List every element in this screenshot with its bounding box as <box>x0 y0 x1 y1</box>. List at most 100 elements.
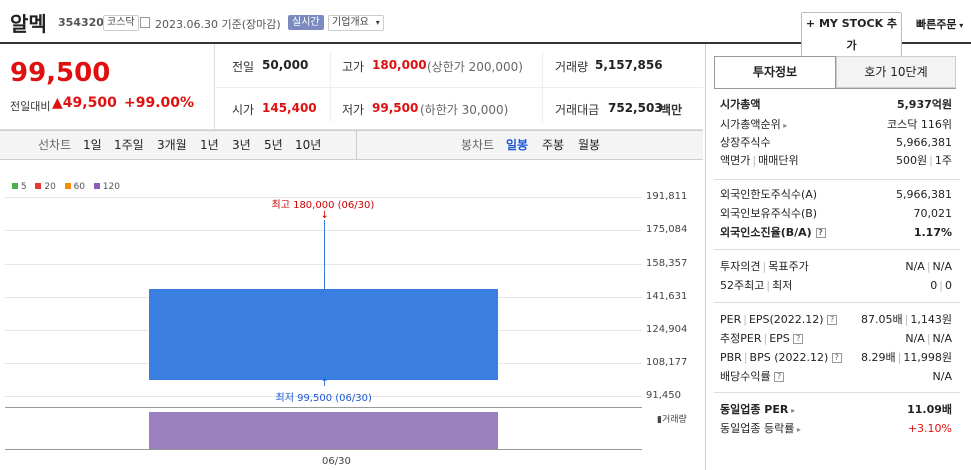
info-key: PBR <box>720 351 742 364</box>
tab-5year[interactable]: 5년 <box>264 138 283 152</box>
company-overview-dropdown[interactable]: 기업개요 ▾ <box>328 15 384 31</box>
info-value: 11,998원 <box>903 351 952 364</box>
candle-chart-label: 봉차트 <box>461 138 495 152</box>
line-chart-label: 선차트 <box>38 138 72 152</box>
info-key: 매매단위 <box>758 154 799 167</box>
legend-label: 120 <box>102 182 120 192</box>
info-key: 동일업종 등락률 <box>720 422 795 435</box>
chevron-down-icon: ▾ <box>956 21 964 30</box>
realtime-button[interactable]: 실시간 <box>288 15 324 30</box>
info-value: 11.09배 <box>907 403 952 416</box>
legend-item: 5 <box>12 182 27 192</box>
open-label: 시가 <box>232 103 255 117</box>
info-key: 시가총액 <box>720 98 761 111</box>
high-value: 180,000 <box>372 58 427 72</box>
tab-invest-info[interactable]: 투자정보 <box>714 56 836 88</box>
info-key-link[interactable]: 동일업종 등락률 ▸ <box>720 420 801 439</box>
legend-item: 20 <box>35 182 56 192</box>
info-value: 코스닥 116위 <box>887 118 952 131</box>
y-tick-label: 158,357 <box>646 258 688 269</box>
info-value: 5,966,381 <box>896 136 952 149</box>
info-key: 최저 <box>772 279 793 292</box>
tab-3month[interactable]: 3개월 <box>157 138 187 152</box>
tab-monthly[interactable]: 월봉 <box>578 138 601 152</box>
info-value: N/A <box>905 260 925 273</box>
down-arrow-icon: ↓ <box>320 210 329 222</box>
info-key: 상장주식수 <box>720 136 771 149</box>
help-icon[interactable]: ? <box>793 334 804 344</box>
help-icon[interactable]: ? <box>827 315 838 325</box>
add-mystock-button[interactable]: + MY STOCK 추가 <box>801 12 902 58</box>
info-key: 외국인한도주식수(A) <box>720 188 818 201</box>
info-key: EPS(2022.12) <box>748 313 824 326</box>
chevron-right-icon: ▸ <box>780 121 788 130</box>
tab-hoga[interactable]: 호가 10단계 <box>836 56 956 88</box>
tab-1week[interactable]: 1주일 <box>114 138 144 152</box>
tab-10year[interactable]: 10년 <box>295 138 322 152</box>
change-pct: +99.00% <box>124 95 195 111</box>
summary-grid: 전일 50,000 고가 180,000 (상한가 200,000) 거래량 5… <box>215 44 703 130</box>
legend-swatch <box>64 183 71 189</box>
info-key: PER <box>720 313 742 326</box>
up-arrow-icon: ▲ <box>52 95 63 111</box>
change-label: 전일대비 <box>10 100 51 113</box>
info-value: 87.05배 <box>861 313 903 326</box>
info-value: +3.10% <box>907 422 952 435</box>
low-annotation: 최저 99,500 (06/30) <box>275 393 372 405</box>
divider <box>714 249 960 250</box>
calendar-icon <box>140 17 150 28</box>
help-icon[interactable]: ? <box>774 372 785 382</box>
tab-1year[interactable]: 1년 <box>200 138 219 152</box>
amount-label: 거래대금 <box>555 103 600 117</box>
prev-label: 전일 <box>232 60 255 74</box>
legend-label: 5 <box>20 182 27 192</box>
info-value: 0 <box>930 279 938 292</box>
tab-underline <box>714 88 956 89</box>
tab-1day[interactable]: 1일 <box>83 138 102 152</box>
quick-order-link[interactable]: 빠른주문 ▾ <box>916 16 963 32</box>
y-tick-label: 108,177 <box>646 357 688 368</box>
price-block: 99,500 전일대비 ▲49,500 +99.00% <box>0 44 215 130</box>
chevron-down-icon: ▾ <box>375 18 380 27</box>
y-tick-label: 175,084 <box>646 224 688 235</box>
stock-header: 알멕 354320 코스닥 2023.06.30 기준(장마감) 실시간 기업개… <box>0 0 971 58</box>
tab-daily[interactable]: 일봉 <box>506 138 529 152</box>
candle-wick <box>323 220 325 289</box>
chevron-right-icon: ▸ <box>788 406 796 415</box>
info-value: 1,143원 <box>910 313 952 326</box>
help-icon[interactable]: ? <box>815 228 826 238</box>
divider <box>714 392 960 393</box>
candle-body[interactable] <box>149 289 498 381</box>
info-key-link[interactable]: 시가총액순위 ▸ <box>720 116 787 135</box>
ma-legend: 5 20 60 120 <box>12 182 120 192</box>
up-arrow-icon: ↑ <box>320 378 329 390</box>
tab-3year[interactable]: 3년 <box>232 138 251 152</box>
info-value: 5,966,381 <box>896 188 952 201</box>
y-tick-label: 191,811 <box>646 191 688 202</box>
gridline <box>5 396 642 397</box>
high-annotation: 최고 180,000 (06/30) <box>271 200 375 212</box>
price-chart[interactable]: 191,811 175,084 158,357 141,631 124,904 … <box>0 160 703 470</box>
tab-weekly[interactable]: 주봉 <box>542 138 565 152</box>
info-key: EPS <box>769 332 790 345</box>
info-key: 시가총액순위 <box>720 118 781 131</box>
legend-swatch <box>93 183 100 189</box>
info-key: 투자의견 <box>720 260 761 273</box>
stock-name: 알멕 <box>10 12 47 36</box>
info-key: 외국인소진율(B/A) <box>720 226 812 239</box>
info-key-link[interactable]: 동일업종 PER ▸ <box>720 401 795 420</box>
info-key: 배당수익률 <box>720 370 771 383</box>
legend-item: 120 <box>93 182 120 192</box>
divider <box>714 302 960 303</box>
volume-value: 5,157,856 <box>595 58 663 72</box>
add-mystock-label: MY STOCK 추가 <box>818 17 898 52</box>
current-price: 99,500 <box>10 58 111 88</box>
help-icon[interactable]: ? <box>831 353 842 363</box>
base-date: 2023.06.30 기준(장마감) <box>155 18 281 31</box>
info-value: 70,021 <box>913 207 953 220</box>
info-value: N/A <box>905 332 925 345</box>
company-overview-label: 기업개요 <box>332 17 369 28</box>
info-key: 액면가 <box>720 154 751 167</box>
info-value: 0 <box>945 279 952 292</box>
info-key: 목표주가 <box>768 260 809 273</box>
